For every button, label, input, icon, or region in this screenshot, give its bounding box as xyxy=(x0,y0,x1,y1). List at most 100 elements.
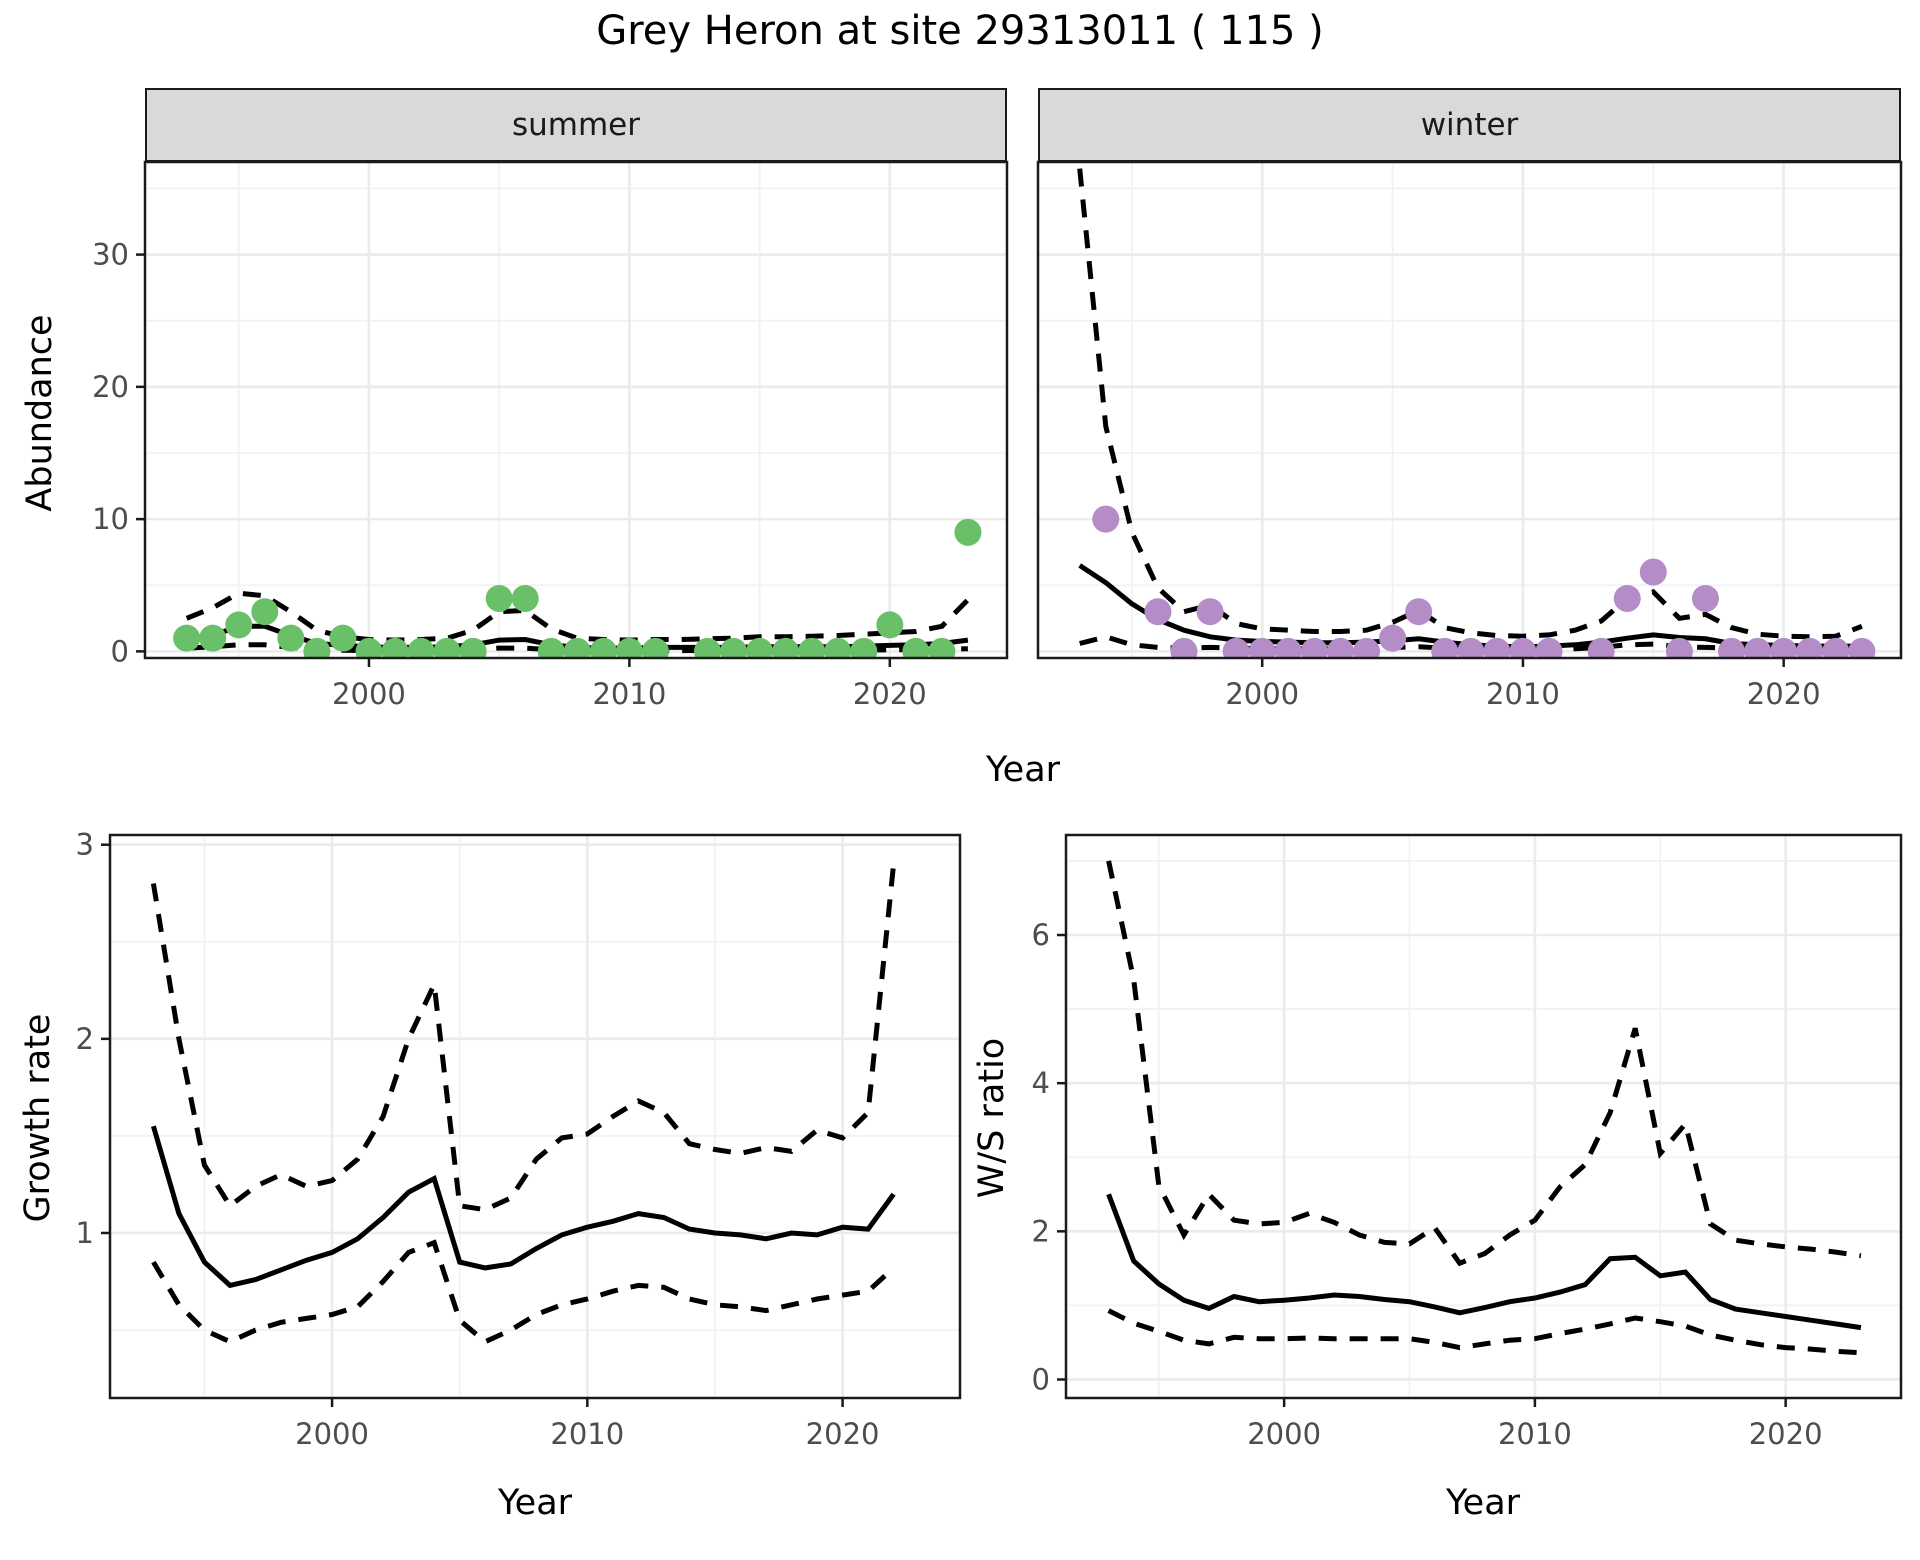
x-axis-tick-label: 2010 xyxy=(1486,677,1560,711)
observed-count-point xyxy=(1144,598,1172,626)
observed-count-point xyxy=(798,637,826,658)
y-axis-tick-label: 30 xyxy=(92,238,129,272)
credible-interval-upper-line xyxy=(150,863,897,1213)
y-axis-tick-label: 6 xyxy=(1032,918,1050,952)
abundance-winter-panel: 2000 2010 2020 xyxy=(1036,160,1903,711)
y-axis-tick-label: 0 xyxy=(111,634,129,668)
observed-count-point xyxy=(1431,637,1459,658)
abundance-y-axis-title: Abundance xyxy=(20,314,60,512)
observed-count-point xyxy=(329,624,357,652)
credible-interval-lower-line xyxy=(151,1239,896,1345)
growth-y-axis-title: Growth rate xyxy=(18,1013,58,1223)
credible-interval-upper-line xyxy=(1106,860,1862,1267)
observed-count-point xyxy=(1196,598,1224,626)
credible-interval-lower-line xyxy=(1107,1308,1862,1356)
y-axis-tick-label: 3 xyxy=(76,828,94,862)
facet-strip-summer-label: summer xyxy=(511,107,640,143)
page-title: Grey Heron at site 29313011 ( 115 ) xyxy=(596,8,1324,54)
observed-count-point xyxy=(173,624,201,652)
observed-count-point xyxy=(303,637,331,658)
top-x-axis-title: Year xyxy=(985,750,1061,790)
observed-count-point xyxy=(1744,637,1772,658)
observed-count-point xyxy=(772,637,800,658)
y-axis-tick-label: 4 xyxy=(1032,1066,1050,1100)
y-axis-tick-label: 2 xyxy=(1032,1214,1050,1248)
observed-count-point xyxy=(1248,637,1276,658)
observed-count-point xyxy=(1718,637,1746,658)
observed-count-point xyxy=(746,637,774,658)
observed-count-point xyxy=(902,637,930,658)
observed-count-point xyxy=(954,518,982,546)
observed-count-point xyxy=(1483,637,1511,658)
ws-ratio-panel: 2000 2010 2020 0 2 4 6 xyxy=(1032,833,1903,1451)
observed-count-point xyxy=(381,637,409,658)
x-axis-tick-label: 2000 xyxy=(1225,677,1299,711)
observed-count-point xyxy=(199,624,227,652)
abundance-summer-panel: 2000 2010 2020 0 10 20 30 xyxy=(92,160,1009,711)
observed-count-point xyxy=(1379,624,1407,652)
observed-count-point xyxy=(641,637,669,658)
ws-x-axis-title: Year xyxy=(1445,1483,1521,1523)
observed-count-point xyxy=(1587,637,1615,658)
ws-y-axis-title: W/S ratio xyxy=(972,1037,1012,1199)
observed-count-point xyxy=(511,584,539,612)
observed-count-point xyxy=(1457,637,1485,658)
credible-interval-upper-line xyxy=(185,590,970,643)
y-axis-tick-label: 1 xyxy=(76,1216,94,1250)
x-axis-tick-label: 2000 xyxy=(295,1417,369,1451)
growth-rate-panel: 2000 2010 2020 1 2 3 xyxy=(76,828,962,1451)
x-axis-tick-label: 2010 xyxy=(550,1417,624,1451)
observed-count-point xyxy=(928,637,956,658)
observed-count-point xyxy=(1848,637,1876,658)
observed-count-point xyxy=(485,584,513,612)
observed-count-point xyxy=(589,637,617,658)
observed-count-point xyxy=(615,637,643,658)
observed-count-point xyxy=(1691,584,1719,612)
y-axis-tick-label: 10 xyxy=(92,502,129,536)
observed-count-point xyxy=(1274,637,1302,658)
observed-count-point xyxy=(251,598,279,626)
x-axis-tick-label: 2020 xyxy=(853,677,927,711)
x-axis-tick-label: 2000 xyxy=(332,677,406,711)
observed-count-point xyxy=(1170,637,1198,658)
x-axis-tick-label: 2020 xyxy=(1749,1417,1823,1451)
observed-count-point xyxy=(876,611,904,639)
panel-border xyxy=(143,160,1009,660)
x-axis-tick-label: 2000 xyxy=(1247,1417,1321,1451)
observed-count-point xyxy=(1222,637,1250,658)
observed-count-point xyxy=(1613,584,1641,612)
observed-count-point xyxy=(433,637,461,658)
y-axis-tick-label: 2 xyxy=(76,1022,94,1056)
observed-count-point xyxy=(277,624,305,652)
observed-count-point xyxy=(563,637,591,658)
observed-count-point xyxy=(225,611,253,639)
panel-border xyxy=(108,833,962,1400)
observed-count-point xyxy=(1353,637,1381,658)
observed-count-point xyxy=(1796,637,1824,658)
observed-count-point xyxy=(1092,505,1120,533)
y-axis-tick-label: 0 xyxy=(1032,1362,1050,1396)
observed-count-point xyxy=(694,637,722,658)
observed-count-point xyxy=(1770,637,1798,658)
panel-border xyxy=(1064,833,1903,1400)
observed-count-point xyxy=(1822,637,1850,658)
observed-count-point xyxy=(1300,637,1328,658)
model-mean-line xyxy=(151,1125,896,1289)
observed-count-point xyxy=(1639,558,1667,586)
observed-count-point xyxy=(1405,598,1433,626)
credible-interval-upper-line xyxy=(1077,168,1863,640)
facet-strip-summer: summer xyxy=(145,88,1007,162)
y-axis-tick-label: 20 xyxy=(92,370,129,404)
observed-count-point xyxy=(459,637,487,658)
observed-count-point xyxy=(407,637,435,658)
observed-count-point xyxy=(1665,637,1693,658)
observed-count-point xyxy=(1509,637,1537,658)
observed-count-point xyxy=(537,637,565,658)
observed-count-point xyxy=(720,637,748,658)
x-axis-tick-label: 2010 xyxy=(1498,1417,1572,1451)
growth-x-axis-title: Year xyxy=(497,1483,573,1523)
observed-count-point xyxy=(1535,637,1563,658)
x-axis-tick-label: 2020 xyxy=(1747,677,1821,711)
observed-count-point xyxy=(1326,637,1354,658)
